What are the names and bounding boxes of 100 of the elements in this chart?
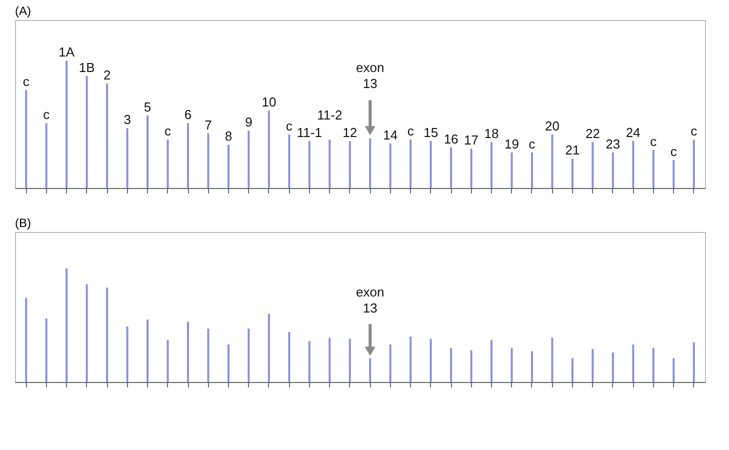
bar bbox=[510, 152, 513, 188]
bar bbox=[389, 143, 392, 188]
x-tick-label: 10 bbox=[262, 94, 276, 110]
bar bbox=[207, 328, 210, 382]
bar bbox=[146, 115, 149, 188]
bar bbox=[308, 341, 310, 382]
x-tick-label: 9 bbox=[245, 114, 252, 130]
bar bbox=[106, 288, 108, 382]
bar bbox=[652, 150, 654, 188]
x-tick-label: c bbox=[670, 144, 678, 159]
bar bbox=[227, 344, 230, 382]
bar bbox=[248, 328, 250, 382]
bar bbox=[692, 342, 695, 382]
bar bbox=[268, 314, 270, 382]
bar bbox=[612, 152, 614, 188]
bar bbox=[288, 332, 290, 382]
x-tick-label: 23 bbox=[606, 136, 620, 152]
bar bbox=[308, 140, 310, 188]
bar bbox=[450, 147, 452, 188]
bar bbox=[450, 348, 452, 382]
bar bbox=[430, 338, 432, 382]
bar bbox=[410, 140, 412, 188]
x-tick-label: 11-2 bbox=[317, 108, 342, 123]
bar bbox=[106, 84, 108, 188]
x-tick-label: c bbox=[43, 107, 50, 122]
x-tick-label: 22 bbox=[585, 126, 600, 142]
x-tick-label: 7 bbox=[204, 117, 212, 132]
x-tick-label: 6 bbox=[184, 107, 192, 122]
bar bbox=[45, 318, 48, 382]
bar bbox=[592, 349, 594, 382]
x-tick-label: 17 bbox=[464, 132, 479, 148]
x-tick-label: 3 bbox=[124, 112, 131, 128]
bar bbox=[187, 123, 190, 188]
bar bbox=[328, 140, 331, 188]
x-tick-label: 11-1 bbox=[296, 124, 322, 140]
bar bbox=[369, 138, 372, 188]
bar bbox=[66, 60, 68, 188]
bar bbox=[288, 134, 290, 188]
bar bbox=[510, 348, 513, 382]
x-tick-label: c bbox=[528, 136, 536, 152]
x-tick-label: 14 bbox=[383, 127, 398, 142]
bar bbox=[86, 284, 88, 382]
x-tick-label: c bbox=[650, 134, 658, 149]
bar bbox=[126, 128, 128, 188]
bar bbox=[632, 140, 634, 188]
bar bbox=[571, 358, 574, 382]
bar bbox=[389, 344, 392, 382]
x-tick-label: 12 bbox=[342, 124, 358, 140]
bar bbox=[86, 76, 88, 188]
bar bbox=[45, 123, 48, 188]
x-tick-label: 21 bbox=[565, 142, 580, 158]
chart-title: (A) bbox=[15, 4, 31, 18]
bar bbox=[530, 152, 533, 188]
bar bbox=[490, 142, 493, 188]
bar bbox=[166, 340, 169, 382]
chart-title: (B) bbox=[15, 216, 31, 230]
bar bbox=[672, 358, 675, 382]
x-tick-label: 5 bbox=[144, 99, 152, 114]
bar bbox=[430, 140, 432, 188]
bar bbox=[66, 268, 68, 382]
x-tick-label: 20 bbox=[544, 118, 560, 134]
x-tick-label: 1B bbox=[78, 60, 95, 75]
bar bbox=[612, 352, 614, 382]
x-tick-label: 1A bbox=[58, 44, 75, 60]
x-tick-label: c bbox=[22, 74, 30, 89]
x-tick-label: 19 bbox=[504, 136, 519, 152]
annotation: exon 13 bbox=[356, 60, 384, 92]
bar bbox=[248, 130, 250, 188]
bar bbox=[672, 160, 675, 188]
bar bbox=[470, 148, 472, 188]
x-tick-label: 24 bbox=[626, 124, 640, 140]
bar bbox=[348, 140, 351, 188]
bar bbox=[632, 344, 634, 382]
bar bbox=[470, 350, 472, 382]
x-tick-label: 18 bbox=[484, 126, 499, 142]
x-tick-label: 16 bbox=[444, 131, 458, 146]
bar bbox=[25, 90, 28, 188]
bar bbox=[146, 320, 149, 382]
bar bbox=[652, 348, 654, 382]
bar bbox=[187, 322, 190, 382]
x-tick-label: c bbox=[286, 118, 293, 134]
bar bbox=[369, 358, 372, 382]
bar bbox=[207, 133, 210, 188]
bar bbox=[166, 140, 169, 188]
bar bbox=[692, 140, 695, 188]
x-tick-label: c bbox=[690, 124, 698, 139]
bar bbox=[490, 340, 493, 382]
bar bbox=[410, 336, 412, 382]
bar bbox=[592, 142, 594, 188]
x-tick-label: c bbox=[164, 124, 172, 139]
bar bbox=[227, 144, 230, 188]
bar bbox=[25, 298, 28, 382]
bar bbox=[551, 338, 554, 382]
x-tick-label: c bbox=[407, 124, 414, 139]
x-tick-label: 8 bbox=[224, 128, 232, 144]
annotation: exon 13 bbox=[356, 284, 384, 316]
bar bbox=[348, 338, 351, 382]
bar bbox=[126, 326, 128, 382]
bar bbox=[571, 158, 574, 188]
bar bbox=[328, 338, 331, 382]
